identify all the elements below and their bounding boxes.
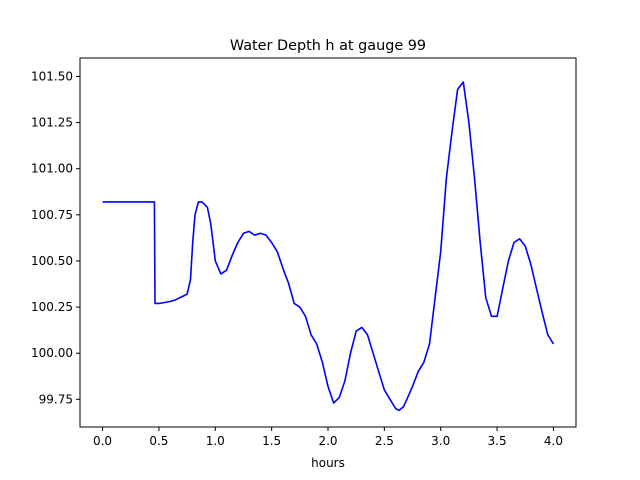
x-axis-label: hours bbox=[311, 456, 345, 470]
x-tick-label: 3.5 bbox=[488, 434, 507, 448]
y-tick-label: 100.00 bbox=[31, 346, 73, 360]
y-tick-label: 99.75 bbox=[39, 392, 73, 406]
x-tick-label: 4.0 bbox=[544, 434, 563, 448]
x-tick-label: 1.0 bbox=[206, 434, 225, 448]
x-tick-label: 2.0 bbox=[318, 434, 337, 448]
series-line-0 bbox=[102, 81, 555, 412]
chart-title: Water Depth h at gauge 99 bbox=[230, 38, 426, 54]
y-tick-label: 101.25 bbox=[31, 116, 73, 130]
series-layer bbox=[102, 81, 555, 412]
x-tick-label: 3.0 bbox=[431, 434, 450, 448]
y-tick-label: 100.25 bbox=[31, 300, 73, 314]
y-tick-label: 100.50 bbox=[31, 254, 73, 268]
y-axis: 99.75 100.00 100.25 100.50 100.75 101.00 101.2… bbox=[31, 69, 80, 406]
x-tick-label: 1.5 bbox=[262, 434, 281, 448]
y-tick-label: 100.75 bbox=[31, 208, 73, 222]
y-tick-label: 101.00 bbox=[31, 162, 73, 176]
x-tick-label: 0.0 bbox=[93, 434, 112, 448]
x-tick-label: 0.5 bbox=[149, 434, 168, 448]
x-tick-label: 2.5 bbox=[375, 434, 394, 448]
y-tick-label: 101.50 bbox=[31, 69, 73, 83]
x-axis: 0.0 0.5 1.0 1.5 2.0 2.5 3.0 3.5 4.0 bbox=[93, 427, 563, 448]
